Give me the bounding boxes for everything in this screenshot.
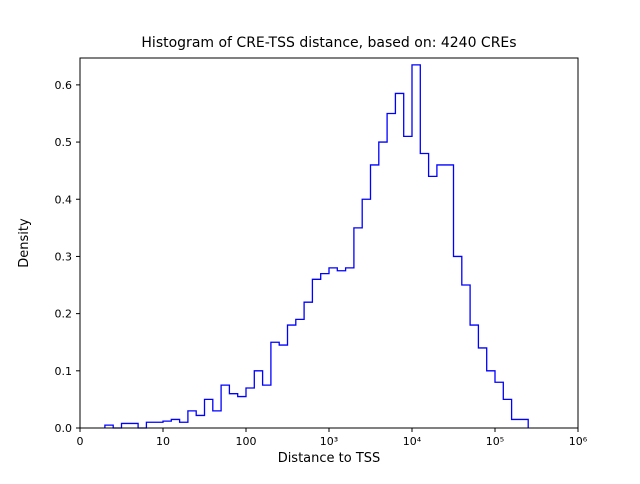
x-tick-label: 10³ <box>320 435 338 448</box>
y-tick-label: 0.2 <box>55 308 73 321</box>
x-tick-label: 10⁶ <box>569 435 588 448</box>
y-tick-label: 0.1 <box>55 365 73 378</box>
x-tick-label: 0 <box>77 435 84 448</box>
y-tick-label: 0.3 <box>55 250 73 263</box>
x-tick-label: 10 <box>156 435 170 448</box>
x-tick-label: 100 <box>236 435 257 448</box>
axes-box <box>79 57 579 429</box>
x-tick-label: 10⁴ <box>403 435 422 448</box>
plot-area <box>80 58 578 428</box>
y-tick-label: 0.0 <box>55 422 73 435</box>
y-tick-label: 0.6 <box>55 79 73 92</box>
x-tick-label: 10⁵ <box>486 435 504 448</box>
y-tick-label: 0.4 <box>55 193 73 206</box>
y-tick-label: 0.5 <box>55 136 73 149</box>
histogram-step-line <box>104 64 529 429</box>
ticks-layer: 0 10 100 10³ 10⁴ 10⁵ 10⁶ 0.0 0.1 0.2 0.3 0.4 0.5 0.6 <box>55 79 588 448</box>
x-axis-label: Distance to TSS <box>278 451 381 466</box>
y-axis-label: Density <box>17 218 32 268</box>
data-layer <box>104 64 529 429</box>
chart-title: Histogram of CRE-TSS distance, based on:… <box>141 35 516 51</box>
